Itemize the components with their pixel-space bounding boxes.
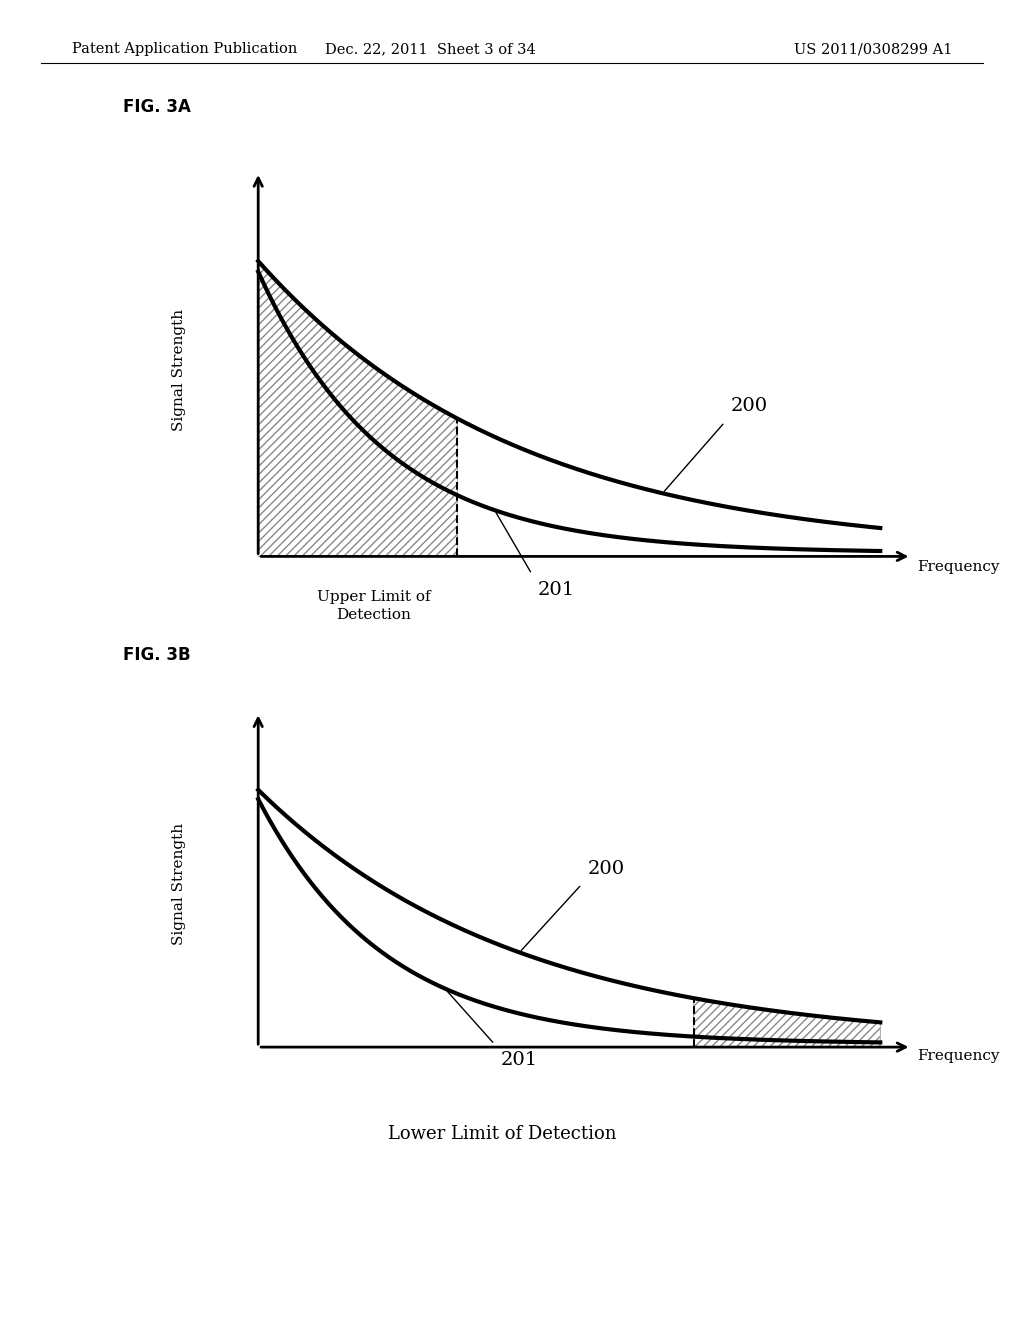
Text: Lower Limit of Detection: Lower Limit of Detection [387,1125,616,1143]
Text: FIG. 3B: FIG. 3B [123,645,190,664]
Text: Signal Strength: Signal Strength [172,824,186,945]
Text: Upper Limit of
Detection: Upper Limit of Detection [317,590,430,623]
Text: 201: 201 [501,1051,538,1068]
Text: 200: 200 [731,397,768,414]
Text: Patent Application Publication: Patent Application Publication [72,42,297,57]
Text: 201: 201 [539,581,575,599]
Text: Signal Strength: Signal Strength [172,309,186,430]
Text: 200: 200 [588,861,625,878]
Text: Dec. 22, 2011  Sheet 3 of 34: Dec. 22, 2011 Sheet 3 of 34 [325,42,536,57]
Text: Frequency: Frequency [918,560,1000,574]
Text: US 2011/0308299 A1: US 2011/0308299 A1 [794,42,952,57]
Text: FIG. 3A: FIG. 3A [123,98,190,116]
Text: Frequency: Frequency [918,1049,1000,1064]
